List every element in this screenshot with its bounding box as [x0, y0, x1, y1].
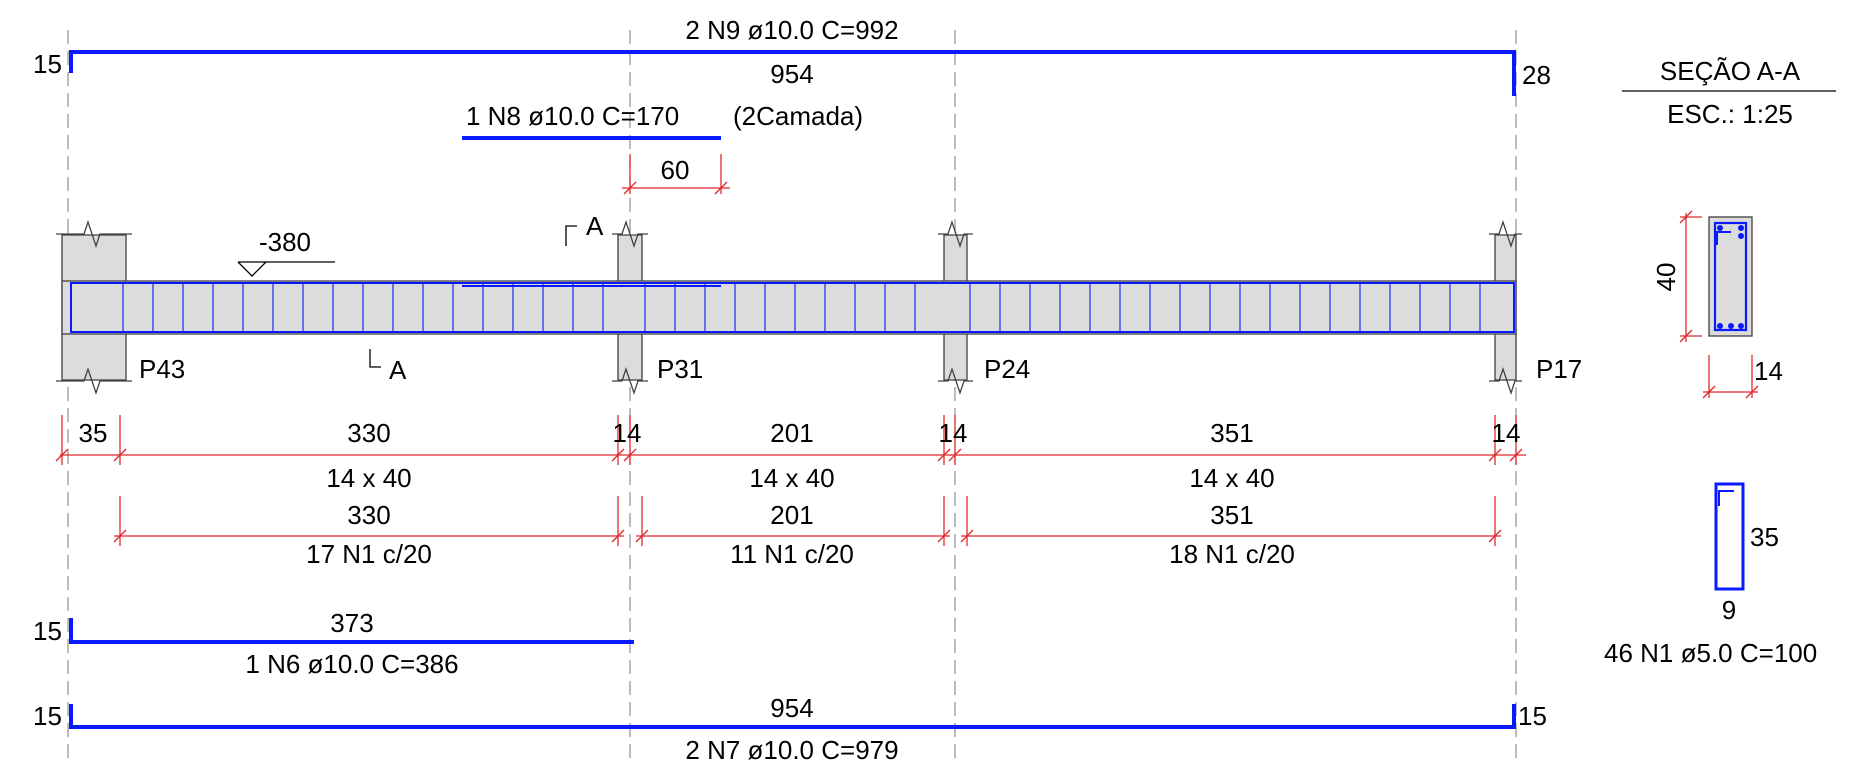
- section-stirrup: [1713, 221, 1748, 332]
- bar-n6-hook: 15: [33, 616, 62, 646]
- column-break-marks: [56, 219, 1522, 396]
- section-size-span3: 14 x 40: [1189, 463, 1274, 493]
- section-height-value: 40: [1651, 263, 1681, 292]
- top-bar-right-hook: 28: [1522, 60, 1551, 90]
- section-width-dimension: [1702, 355, 1759, 399]
- dim-support-p17: 14: [1492, 418, 1521, 448]
- section-title: SEÇÃO A-A: [1660, 56, 1801, 86]
- dim-support-p31: 14: [613, 418, 642, 448]
- top-bar-left-hook: 15: [33, 49, 62, 79]
- stirrup-span3: 351: [1210, 500, 1253, 530]
- section-marker-top: A: [586, 211, 604, 241]
- top-bar-length: 954: [770, 59, 813, 89]
- beam-body: [61, 280, 1517, 335]
- offset-dimension: [622, 154, 730, 195]
- dim-span3: 351: [1210, 418, 1253, 448]
- section-size-span1: 14 x 40: [326, 463, 411, 493]
- section-stirrup-hook: [1716, 231, 1731, 245]
- axis-lines: [67, 30, 1517, 760]
- stirrup-detail: 35 9 46 N1 ø5.0 C=100: [1604, 482, 1817, 668]
- stirrup-width: 9: [1722, 595, 1736, 625]
- stirrup-shape-hook: [1718, 490, 1734, 506]
- n8-bar-label: 1 N8 ø10.0 C=170: [466, 101, 679, 131]
- dim-support-p24: 14: [939, 418, 968, 448]
- section-scale: ESC.: 1:25: [1667, 99, 1793, 129]
- column-label-p31: P31: [657, 354, 703, 384]
- top-bar-label: 2 N9 ø10.0 C=992: [685, 15, 898, 45]
- stirrup-shape: [1714, 482, 1745, 591]
- bar-n6-label: 1 N6 ø10.0 C=386: [245, 649, 458, 679]
- section-width-value: 14: [1754, 356, 1783, 386]
- section-bars: [1717, 225, 1744, 329]
- stirrup-count3: 18 N1 c/20: [1169, 539, 1295, 569]
- stirrup-label: 46 N1 ø5.0 C=100: [1604, 638, 1817, 668]
- stirrup-height: 35: [1750, 522, 1779, 552]
- bar-n7-right-hook: 15: [1518, 701, 1547, 731]
- dim-span2: 201: [770, 418, 813, 448]
- section-marker-bottom: A: [389, 355, 407, 385]
- stirrup-dimension-line: [113, 496, 1502, 546]
- bar-n7-shape: [69, 704, 1516, 729]
- n8-bar-note: (2Camada): [733, 101, 863, 131]
- bar-n7-left-hook: 15: [33, 701, 62, 731]
- level-marker: [237, 261, 335, 277]
- bar-n7: 954 15 15 2 N7 ø10.0 C=979: [33, 693, 1547, 765]
- column-label-p17: P17: [1536, 354, 1582, 384]
- dim-span1: 330: [347, 418, 390, 448]
- column-label-p43: P43: [139, 354, 185, 384]
- section-marker-lines: [369, 225, 577, 368]
- bar-n7-label: 2 N7 ø10.0 C=979: [685, 735, 898, 765]
- span-dimension-line: [55, 415, 1526, 465]
- stirrup-span2: 201: [770, 500, 813, 530]
- level-value: -380: [259, 227, 311, 257]
- section-view: SEÇÃO A-A ESC.: 1:25 40 14: [1622, 56, 1836, 399]
- section-size-span2: 14 x 40: [749, 463, 834, 493]
- bar-n6: 373 15 1 N6 ø10.0 C=386: [33, 608, 634, 679]
- bar-n6-shape: [69, 618, 634, 644]
- stirrup-count1: 17 N1 c/20: [306, 539, 432, 569]
- top-bar-n9: 2 N9 ø10.0 C=992 954 15 28: [33, 15, 1551, 96]
- second-layer-bar-n8: 1 N8 ø10.0 C=170 (2Camada): [462, 101, 863, 140]
- dim-support-start: 35: [79, 418, 108, 448]
- section-height-dimension: [1679, 210, 1702, 343]
- column-label-p24: P24: [984, 354, 1030, 384]
- top-bar-shape: [69, 50, 1516, 96]
- stirrup-count2: 11 N1 c/20: [730, 539, 854, 569]
- bar-n7-length: 954: [770, 693, 813, 723]
- bar-n6-length: 373: [330, 608, 373, 638]
- stirrup-span1: 330: [347, 500, 390, 530]
- beam-rebar-outline: [70, 282, 1515, 333]
- stirrup-lines: [122, 283, 1481, 332]
- offset-dimension-value: 60: [661, 155, 690, 185]
